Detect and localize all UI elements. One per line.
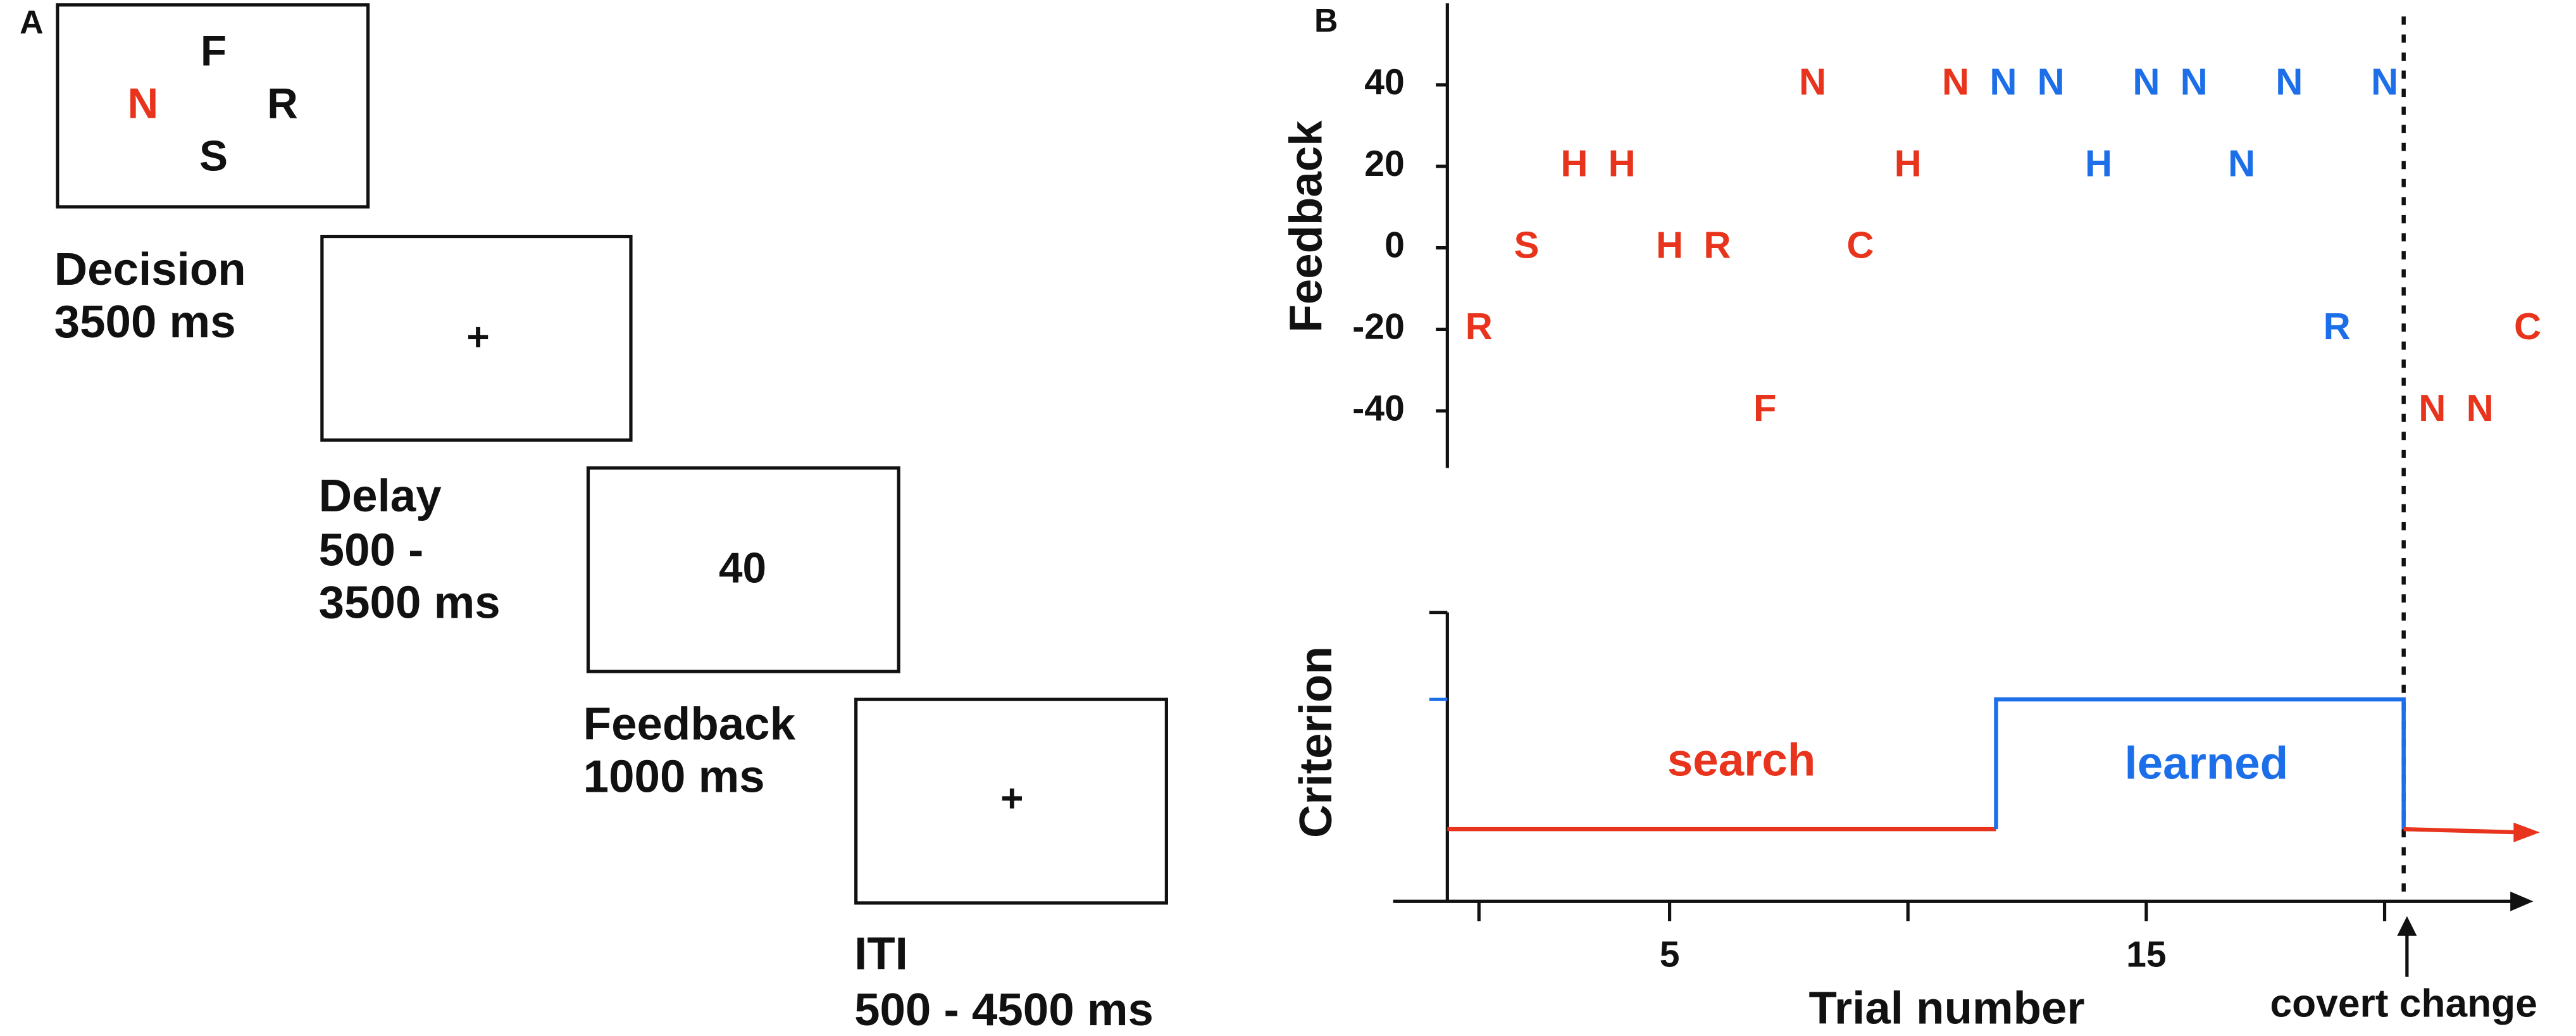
trial-point: R <box>2324 305 2351 347</box>
screen-letter: S <box>199 132 228 180</box>
screen <box>320 234 633 442</box>
trial-point: F <box>1753 387 1776 429</box>
step-label: Delay <box>319 470 442 521</box>
trial-point: N <box>2467 387 2494 429</box>
step-label: 3500 ms <box>319 577 501 628</box>
screen-letter: R <box>267 80 298 127</box>
trial-point: H <box>1608 142 1636 185</box>
y-tick-label: 20 <box>1364 144 1405 184</box>
criterion-learned <box>1994 697 2406 830</box>
x-tick-label: 15 <box>2126 935 2167 975</box>
trial-point: R <box>1465 305 1493 347</box>
step-label: 1000 ms <box>583 751 765 802</box>
trial-point: R <box>1703 223 1731 266</box>
trial-point: N <box>2038 61 2065 103</box>
trial-point: N <box>2371 61 2398 103</box>
step-label: Feedback <box>583 698 796 749</box>
criterion-after <box>2403 827 2522 835</box>
change-label: covert change <box>2270 982 2537 1026</box>
criterion-arrowhead <box>2513 822 2540 842</box>
x-axis-title: Trial number <box>1809 982 2085 1033</box>
screen-letter: N <box>128 80 159 127</box>
fixation: + <box>466 315 489 359</box>
change-arrowhead <box>2397 916 2417 936</box>
trial-point: N <box>1989 61 2017 103</box>
trial-point: H <box>1895 142 1922 185</box>
trial-point: H <box>2085 142 2112 185</box>
y-tick-label: 0 <box>1384 225 1405 266</box>
y-axis-title: Feedback <box>1280 120 1331 333</box>
fixation: + <box>1000 777 1023 820</box>
trial-point: N <box>2181 61 2208 103</box>
panel-label: B <box>1314 2 1338 39</box>
screen <box>586 466 900 673</box>
trial-point: H <box>1560 142 1588 185</box>
step-label: 500 - <box>319 524 424 575</box>
y-tick-label: -40 <box>1352 388 1405 428</box>
y-tick-label: -20 <box>1352 306 1405 347</box>
trial-point: N <box>2132 61 2160 103</box>
step-label: Decision <box>54 244 246 295</box>
trial-point: N <box>2418 387 2446 429</box>
trial-point: N <box>1799 61 1826 103</box>
step-label: 3500 ms <box>54 296 236 347</box>
panel-label: A <box>20 4 43 41</box>
trial-point: C <box>1846 223 1874 266</box>
step-label: 500 - 4500 ms <box>854 984 1154 1035</box>
trial-point: S <box>1514 223 1540 266</box>
phase-label: learned <box>2125 738 2289 789</box>
step-label: ITI <box>854 928 908 980</box>
trial-point: C <box>2514 305 2541 347</box>
y-tick-label: 40 <box>1364 62 1405 103</box>
y-axis-title: Criterion <box>1290 646 1341 838</box>
phase-label: search <box>1667 735 1815 786</box>
screen-letter: F <box>201 27 227 75</box>
trial-point: H <box>1656 223 1683 266</box>
screen <box>56 3 370 209</box>
x-tick-label: 5 <box>1660 935 1680 975</box>
trial-point: N <box>2275 61 2303 103</box>
trial-point: N <box>2228 142 2255 185</box>
trial-point: N <box>1942 61 1969 103</box>
screen <box>854 697 1168 905</box>
x-axis-arrow <box>2510 891 2534 911</box>
feedback-value: 40 <box>719 545 766 592</box>
